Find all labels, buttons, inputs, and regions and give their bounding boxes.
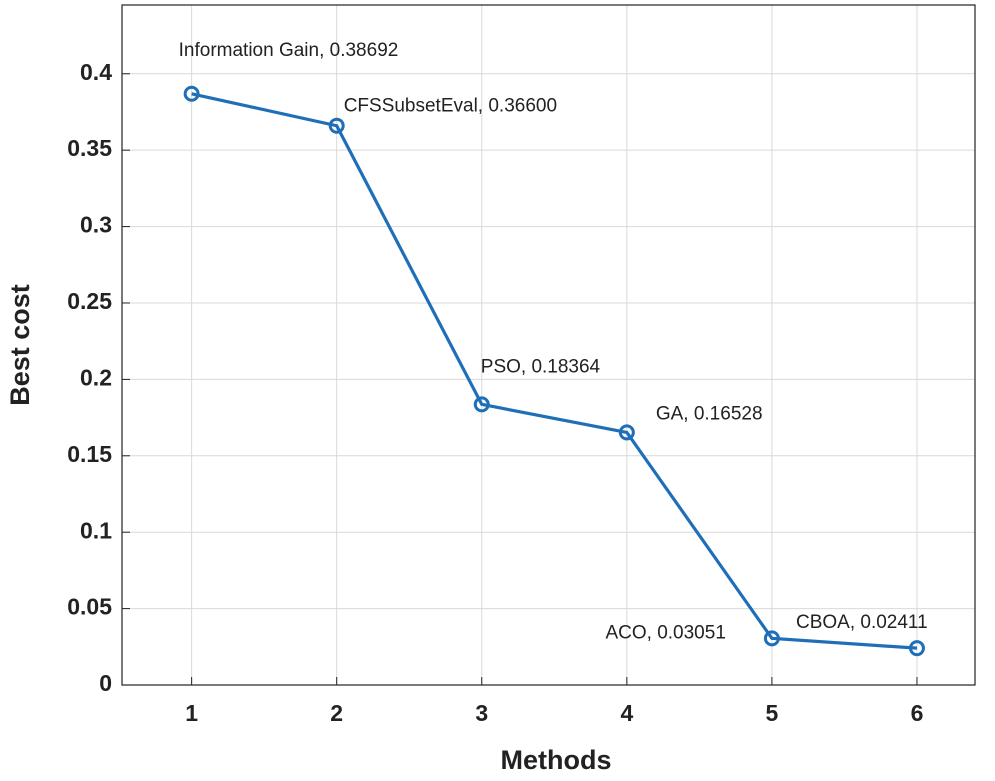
y-tick-label: 0.05 [67,594,112,620]
point-label: GA, 0.16528 [656,403,763,424]
point-label: PSO, 0.18364 [481,356,601,377]
y-tick-label: 0.35 [67,135,112,161]
y-tick-label: 0.3 [80,212,112,238]
y-tick-label: 0.2 [80,364,112,390]
x-tick-label: 2 [330,700,343,726]
marker [908,640,925,657]
marker [183,85,200,102]
y-tick-label: 0.25 [67,288,112,314]
x-axis-label: Methods [501,745,612,775]
y-tick-label: 0.1 [80,517,112,543]
y-tick-label: 0.15 [67,441,112,467]
x-tick-label: 3 [475,700,488,726]
point-label: CFSSubsetEval, 0.36600 [344,96,557,117]
y-tick-label: 0.4 [80,59,112,85]
line [191,92,918,650]
axes-box [121,4,976,686]
point-label: Information Gain, 0.38692 [179,40,399,61]
marker [763,630,780,647]
x-tick-label: 5 [766,700,779,726]
y-axis-label: Best cost [5,284,35,406]
x-tick-label: 6 [911,700,924,726]
marker [328,117,345,134]
y-tick-label: 0 [99,670,112,696]
x-tick-label: 4 [620,700,633,726]
marker [473,396,490,413]
x-tick-label: 1 [185,700,198,726]
marker [618,424,635,441]
point-label: CBOA, 0.02411 [796,612,928,633]
point-label: ACO, 0.03051 [605,622,725,643]
plot-area [122,5,975,685]
